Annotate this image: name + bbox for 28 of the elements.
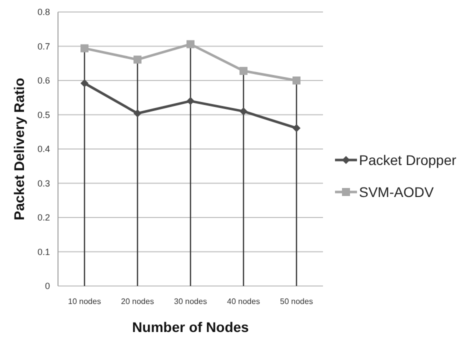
- legend-label: SVM-AODV: [359, 184, 434, 200]
- y-tick-label: 0.5: [37, 110, 50, 120]
- x-tick-label: 10 nodes: [68, 297, 101, 306]
- y-tick-label: 0: [44, 281, 50, 292]
- point: [186, 97, 194, 106]
- x-tick-label: 30 nodes: [174, 297, 207, 306]
- point: [134, 109, 142, 118]
- x-tick-label: 20 nodes: [121, 297, 154, 306]
- point: [134, 56, 142, 64]
- y-tick-label: 0.3: [37, 178, 50, 188]
- point: [292, 124, 300, 132]
- point: [186, 40, 194, 48]
- point: [80, 44, 88, 52]
- y-tick-label: 0.8: [37, 7, 50, 18]
- point: [292, 76, 300, 84]
- point: [240, 66, 248, 75]
- x-axis-title: Number of Nodes: [132, 319, 250, 335]
- point: [240, 107, 248, 116]
- y-tick-label: 0.2: [37, 212, 50, 223]
- y-tick-label: 0.6: [37, 76, 50, 86]
- y-tick-label: 0.1: [37, 246, 50, 257]
- x-tick-label: 40 nodes: [227, 297, 260, 306]
- x-tick-label: 50 nodes: [280, 297, 313, 306]
- y-tick-label: 0.7: [37, 41, 50, 52]
- point: [80, 79, 88, 88]
- y-axis-title: Packet Delivery Ratio: [11, 78, 27, 220]
- legend-label: Packet Dropper: [359, 152, 457, 168]
- y-tick-label: 0.4: [37, 144, 50, 154]
